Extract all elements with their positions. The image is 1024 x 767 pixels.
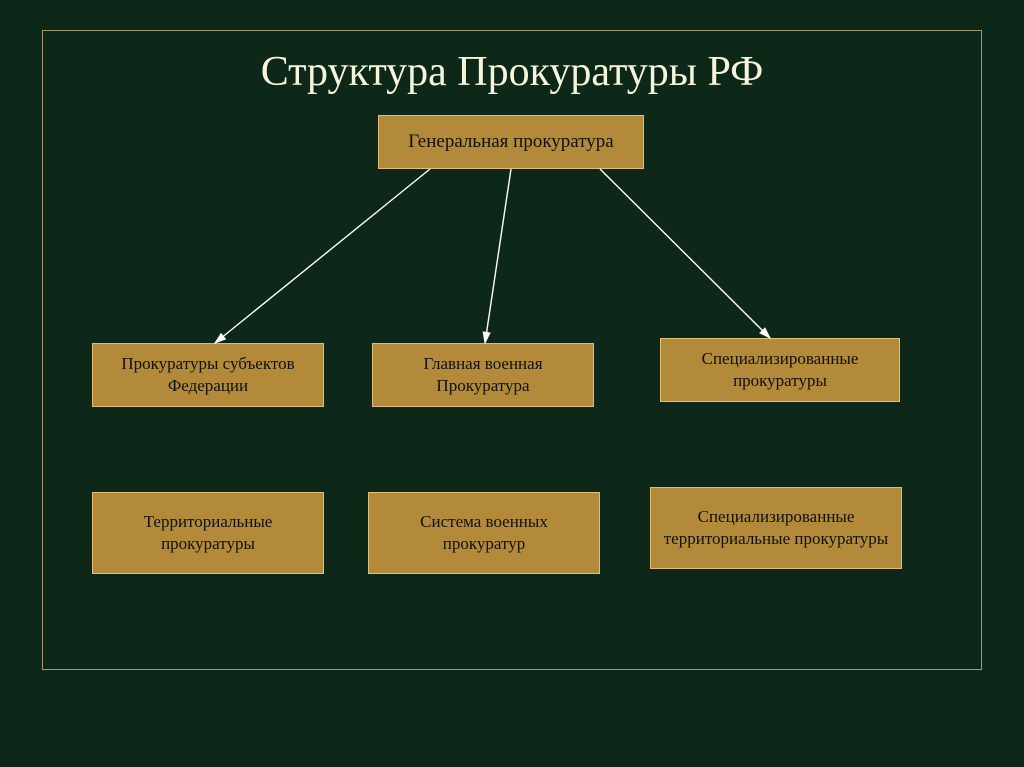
node-mid-left: Прокуратуры субъектов Федерации (92, 343, 324, 407)
node-mid-right-label: Специализированные прокуратуры (671, 348, 889, 392)
node-root-label: Генеральная прокуратура (408, 130, 613, 155)
node-mid-right: Специализированные прокуратуры (660, 338, 900, 402)
node-mid-center: Главная военная Прокуратура (372, 343, 594, 407)
node-bot-right: Специализированные территориальные проку… (650, 487, 902, 569)
node-mid-left-label: Прокуратуры субъектов Федерации (103, 353, 313, 397)
node-bot-left: Территориальные прокуратуры (92, 492, 324, 574)
node-mid-center-label: Главная военная Прокуратура (383, 353, 583, 397)
node-bot-right-label: Специализированные территориальные проку… (661, 506, 891, 550)
node-bot-center: Система военных прокуратур (368, 492, 600, 574)
slide-title: Структура Прокуратуры РФ (0, 48, 1024, 96)
node-bot-left-label: Территориальные прокуратуры (103, 511, 313, 555)
node-bot-center-label: Система военных прокуратур (379, 511, 589, 555)
node-root: Генеральная прокуратура (378, 115, 644, 169)
